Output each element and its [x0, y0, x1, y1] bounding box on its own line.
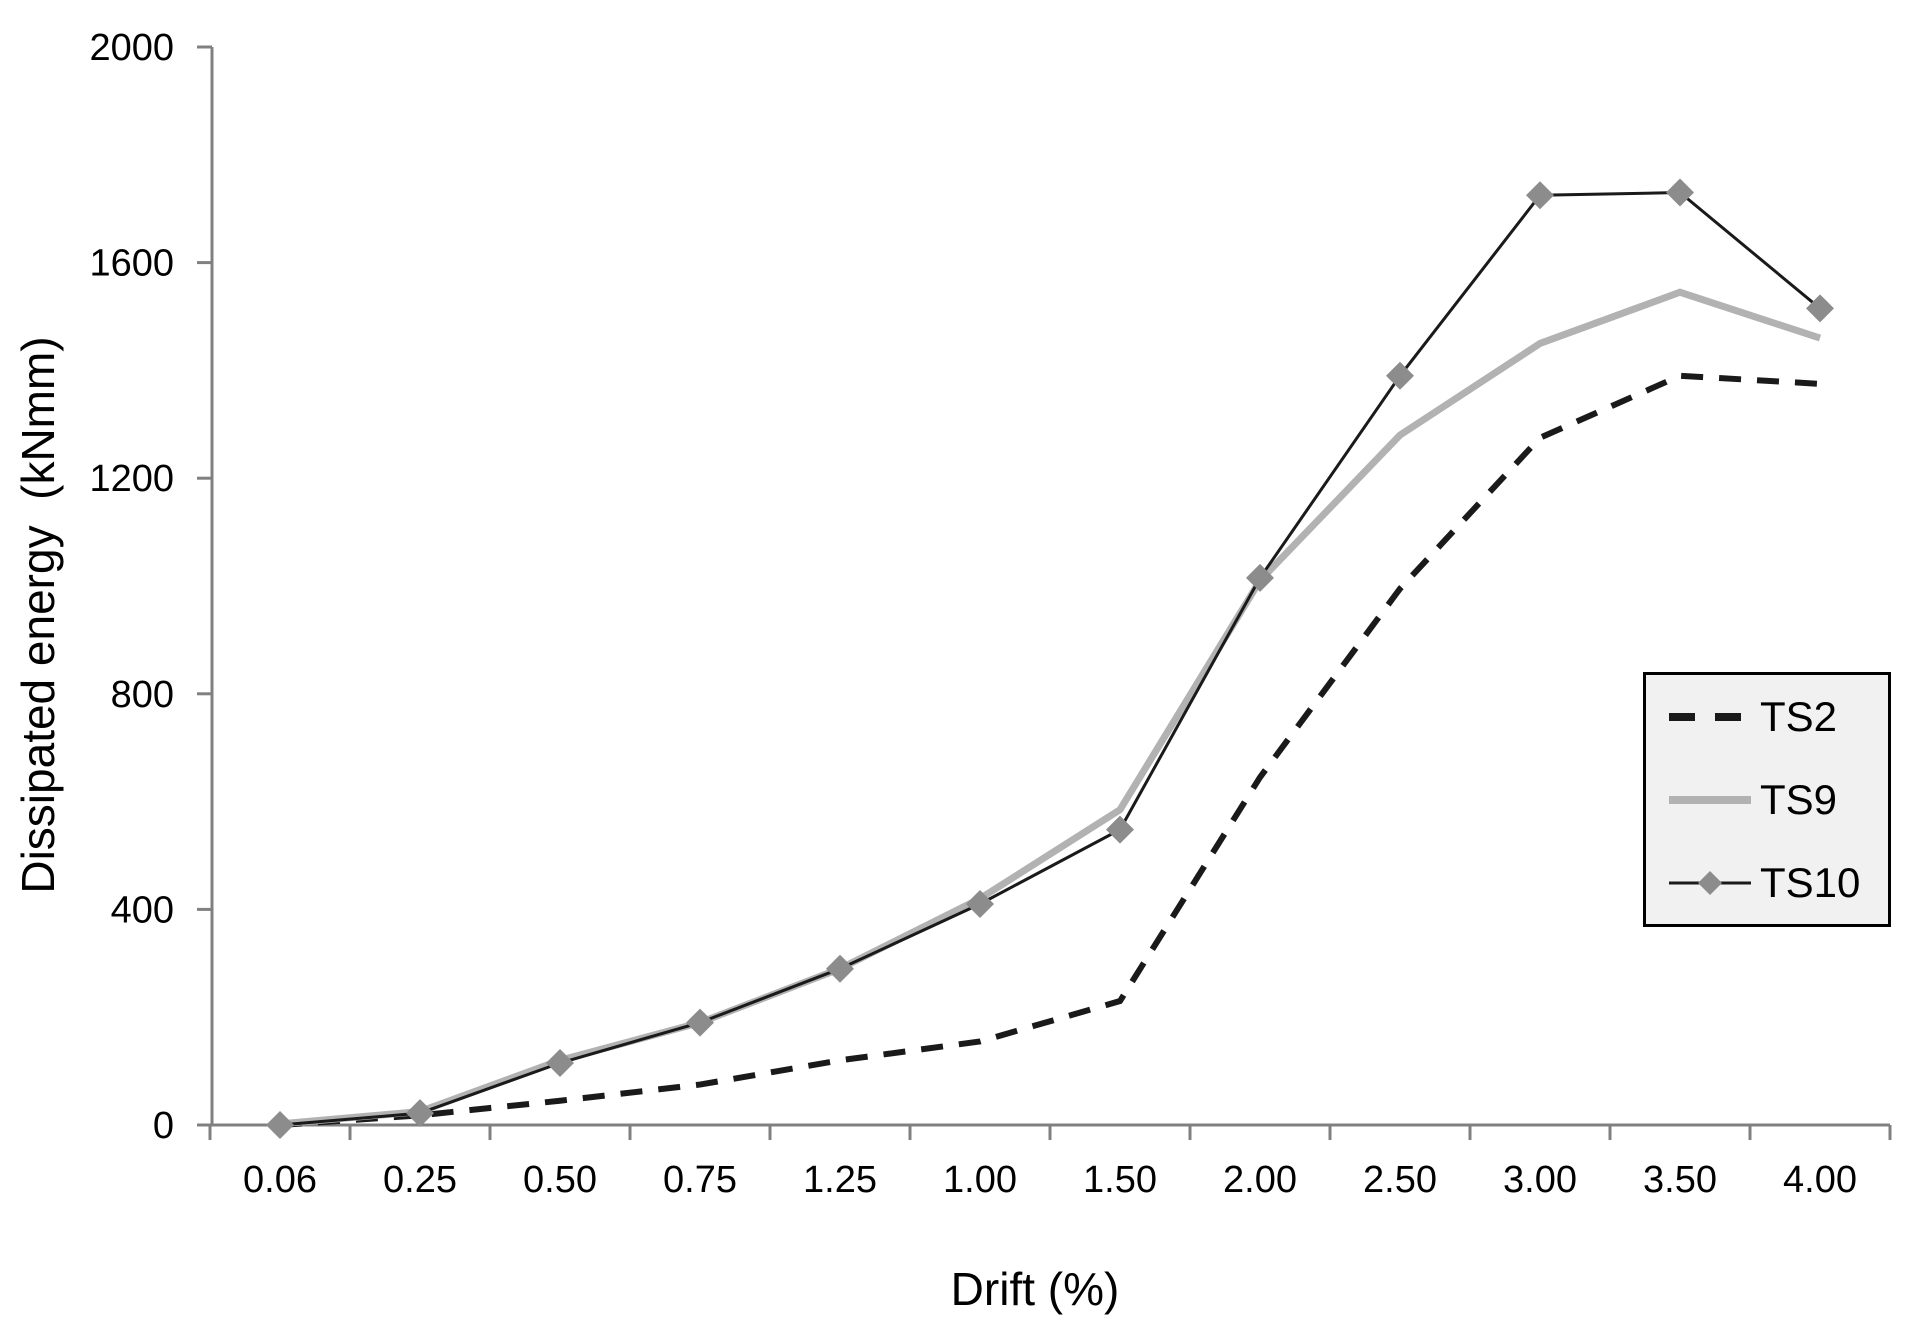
data-point-ts10	[1106, 815, 1134, 844]
x-tick-label: 3.00	[1503, 1159, 1577, 1201]
y-tick-label: 400	[111, 889, 174, 931]
data-point-ts10	[1526, 181, 1554, 210]
y-tick-label: 1200	[89, 458, 174, 500]
diamond-line-sample-icon	[1669, 870, 1751, 895]
y-axis-title: Dissipated energy (kNmm)	[12, 336, 64, 894]
data-point-ts10	[1666, 178, 1694, 207]
x-tick-label: 1.25	[803, 1159, 877, 1201]
data-point-ts10	[1806, 294, 1834, 323]
legend-item-ts10: TS10	[1646, 841, 1888, 924]
y-tick-label: 800	[111, 674, 174, 716]
x-tick-label: 1.00	[943, 1159, 1017, 1201]
legend: TS2 TS9 TS10	[1643, 672, 1891, 927]
y-tick-label: 2000	[89, 27, 174, 69]
data-point-ts10	[1386, 361, 1414, 390]
data-point-ts10	[406, 1099, 434, 1128]
y-tick-label: 0	[153, 1105, 174, 1147]
x-tick-label: 1.50	[1083, 1159, 1157, 1201]
series-line-ts10	[279, 191, 1821, 1127]
gray-line-sample-icon	[1669, 795, 1751, 804]
legend-item-ts2: TS2	[1646, 675, 1888, 758]
x-tick-label: 0.25	[383, 1159, 457, 1201]
x-tick-label: 3.50	[1643, 1159, 1717, 1201]
series-line-ts9	[279, 288, 1822, 1128]
data-point-ts10	[686, 1008, 714, 1037]
x-tick-label: 0.06	[243, 1159, 317, 1201]
legend-label-ts9: TS9	[1760, 775, 1838, 823]
x-tick-label: 0.75	[663, 1159, 737, 1201]
x-tick-label: 4.00	[1783, 1159, 1857, 1201]
x-tick-label: 0.50	[523, 1159, 597, 1201]
x-axis-title: Drift (%)	[950, 1263, 1120, 1315]
data-point-ts10	[266, 1111, 294, 1139]
dashed-line-sample-icon	[1669, 712, 1751, 721]
x-tick-label: 2.00	[1223, 1159, 1297, 1201]
x-tick-label: 2.50	[1363, 1159, 1437, 1201]
legend-item-ts9: TS9	[1646, 758, 1888, 841]
legend-label-ts2: TS2	[1760, 692, 1838, 740]
data-point-ts10	[826, 954, 854, 983]
y-tick-label: 1600	[89, 243, 174, 285]
series-line-ts2	[279, 372, 1821, 1128]
data-point-ts10	[966, 890, 994, 919]
data-point-ts10	[546, 1049, 574, 1078]
axes	[197, 45, 1892, 1140]
legend-label-ts10: TS10	[1760, 858, 1861, 906]
data-point-ts10	[1246, 563, 1274, 592]
